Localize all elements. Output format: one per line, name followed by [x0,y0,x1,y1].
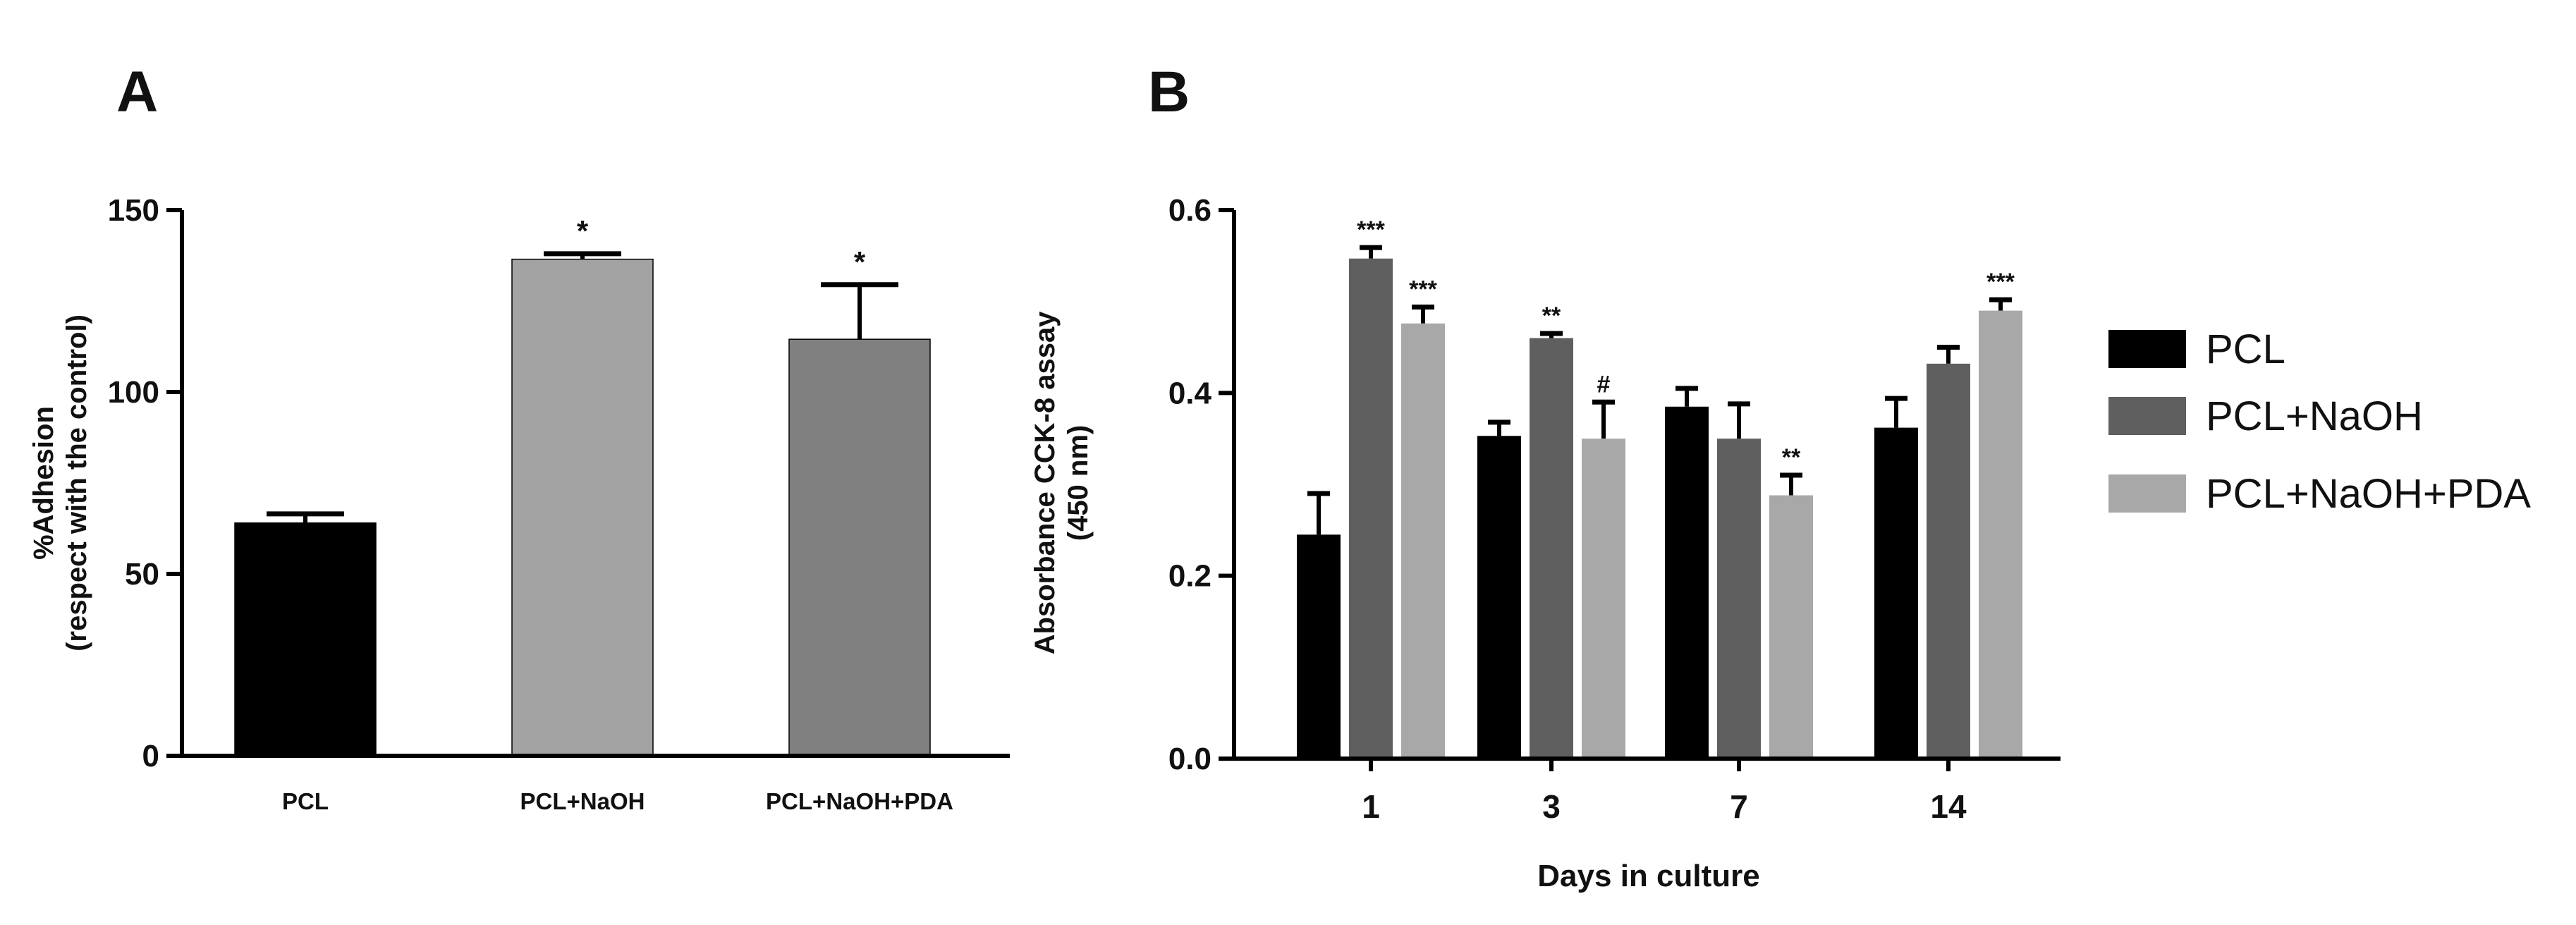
chart-a-xtick-label-0: PCL [282,788,329,814]
chart-a-xtick-label-2: PCL+NaOH+PDA [766,788,953,814]
chart-a-ytick-label-0: 0 [142,739,159,773]
panel-letter-b: B [1148,60,1190,124]
chart-a-ytick-label-1: 50 [125,557,159,592]
chart-b-bar-0-3 [1874,427,1918,759]
chart-b-annotation-1-0: *** [1357,216,1385,243]
chart-b-xtick-label-1: 3 [1542,788,1561,825]
chart-b-bar-1-3 [1927,363,1970,759]
chart-b-annotation-2-3: *** [1986,269,2015,295]
legend-label-1: PCL+NaOH [2206,393,2423,439]
chart-a-ylabel-line2: (respect with the control) [61,314,92,651]
chart-a-ytick-label-3: 150 [108,193,159,228]
chart-b-xtick-label-2: 7 [1730,788,1748,825]
chart-b-bar-1-2 [1717,439,1761,759]
chart-a-ylabel-line1: %Adhesion [28,406,59,560]
chart-b-bar-0-1 [1477,436,1521,759]
chart-b-bar-0-2 [1665,406,1709,759]
chart-b-ytick-label-2: 0.4 [1168,376,1212,410]
chart-b-bar-0-0 [1297,534,1341,759]
chart-b-annotation-2-0: *** [1409,276,1437,302]
legend-swatch-0 [2108,330,2186,368]
chart-b-ylabel-line1: Absorbance CCK-8 assay [1030,311,1061,655]
panel-letter-a: A [116,60,158,124]
chart-b-ytick-label-0: 0.0 [1168,742,1211,776]
chart-b-bars: ********#***** [1297,216,2022,759]
chart-b-annotation-2-2: ** [1782,444,1801,471]
chart-b-xtick-label-0: 1 [1362,788,1380,825]
chart-a-bar-2 [788,338,931,756]
chart-b-ytick-label-3: 0.6 [1168,193,1211,228]
chart-b-xtick-label-3: 14 [1930,788,1967,825]
chart-b-ticks: 1 3 7 14 0.0 0.2 0.4 0.6 [1168,193,1967,825]
chart-b-ytick-label-1: 0.2 [1168,559,1211,594]
chart-b-xlabel: Days in culture [1537,859,1759,893]
chart-b-bar-1-1 [1530,338,1573,759]
chart-b-annotation-2-1: # [1597,371,1611,398]
legend-swatch-1 [2108,397,2186,435]
chart-b-legend: PCL PCL+NaOH PCL+NaOH+PDA [2108,326,2531,517]
legend-label-0: PCL [2206,326,2285,372]
chart-b-bar-2-0 [1401,323,1445,759]
chart-a-bar-0 [234,522,377,756]
chart-b: ********#***** 1 3 7 140.00.20.40.6 Absorba… [1030,193,2061,893]
chart-b-ylabel-line2: (450 nm) [1063,425,1094,541]
chart-a-ytick-label-2: 100 [108,375,159,410]
legend-label-2: PCL+NaOH+PDA [2206,471,2531,517]
chart-a-annotation-1: * [577,214,589,247]
chart-b-bar-1-0 [1349,258,1393,759]
chart-a-bar-1 [511,258,654,756]
chart-b-bar-2-1 [1582,439,1625,759]
chart-b-bar-2-3 [1979,310,2022,759]
chart-b-bar-2-2 [1769,495,1813,759]
legend-swatch-2 [2108,474,2186,513]
chart-a-annotation-2: * [854,245,866,278]
chart-a-bars: ** [234,214,931,756]
chart-a-ticks: PCL PCL+NaOH PCL+NaOH+PDA 0 50 100 150 [108,193,953,814]
chart-a-xtick-label-1: PCL+NaOH [520,788,645,814]
chart-b-annotation-1-1: ** [1542,302,1561,329]
